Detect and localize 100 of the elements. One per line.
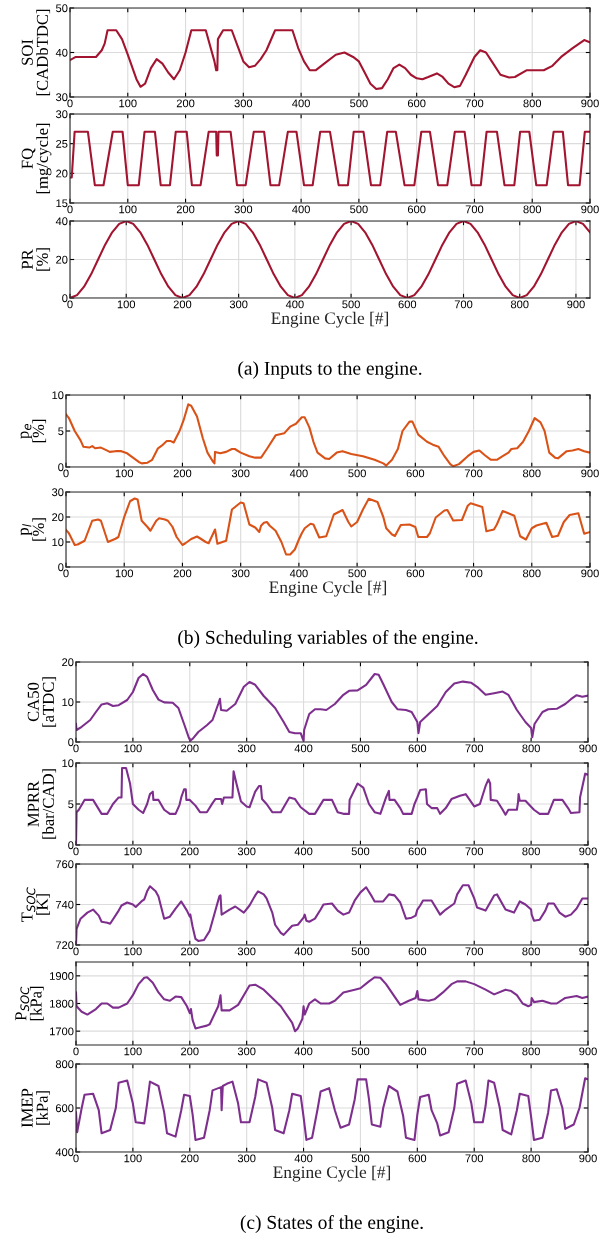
x-tick-label: 400 [294, 1047, 313, 1056]
x-tick-label: 300 [234, 99, 253, 108]
x-axis-title: Engine Cycle [#] [273, 1165, 391, 1182]
x-axis-title: Engine Cycle [#] [271, 311, 389, 328]
x-tick-label: 200 [181, 947, 199, 956]
x-tick-label: 300 [234, 205, 253, 214]
y-axis-title: P$_{SOC}$ [kPa] [15, 986, 44, 1021]
x-tick-label: 700 [464, 569, 483, 578]
y-tick-label: 40 [55, 48, 68, 57]
x-tick-label: 800 [522, 1047, 540, 1056]
x-tick-label: 100 [124, 744, 142, 753]
y-tick-label: 0 [68, 841, 74, 850]
line-series [66, 497, 590, 556]
x-tick-label: 100 [124, 847, 142, 856]
x-tick-label: 500 [351, 1154, 370, 1163]
y-tick-label: 760 [55, 860, 74, 869]
x-tick-label: 500 [348, 469, 366, 478]
x-tick-label: 800 [522, 1154, 540, 1163]
y-tick-label: 10 [52, 538, 64, 547]
y-tick-label: 0 [58, 563, 64, 572]
line-series [70, 29, 590, 91]
x-tick-label: 600 [408, 847, 427, 856]
x-tick-label: 700 [465, 1154, 484, 1163]
x-tick-label: 100 [119, 99, 137, 108]
y-tick-label: 20 [56, 169, 68, 178]
x-tick-label: 700 [465, 947, 484, 956]
y-tick-label: 20 [56, 255, 68, 264]
x-tick-label: 200 [181, 744, 199, 753]
y-tick-label: 40 [55, 217, 68, 226]
y-axis-title: FQ [mg/cycle] [21, 123, 52, 194]
x-tick-label: 300 [237, 1047, 256, 1056]
x-tick-label: 100 [115, 469, 134, 478]
x-tick-label: 800 [523, 99, 542, 108]
x-tick-label: 700 [465, 744, 484, 753]
y-tick-label: 740 [55, 900, 74, 909]
line-series [76, 1077, 588, 1141]
y-tick-label: 25 [56, 139, 68, 148]
x-tick-label: 500 [351, 1047, 370, 1056]
x-tick-label: 300 [231, 469, 250, 478]
x-tick-label: 200 [176, 205, 195, 214]
x-tick-label: 600 [408, 1047, 427, 1056]
x-tick-label: 800 [522, 847, 540, 856]
x-tick-label: 900 [581, 569, 599, 578]
x-tick-label: 500 [351, 744, 370, 753]
y-tick-label: 5 [68, 800, 74, 809]
x-tick-label: 600 [398, 300, 417, 309]
x-tick-label: 200 [181, 847, 199, 856]
x-tick-label: 700 [465, 847, 484, 856]
x-tick-label: 400 [289, 569, 308, 578]
y-tick-label: 10 [62, 698, 74, 707]
y-axis-title: MPRR [bar/CAD] [27, 769, 57, 839]
y-axis-title: IMEP [kPa] [21, 1088, 50, 1128]
x-tick-label: 300 [237, 947, 256, 956]
y-tick-label: 0 [68, 738, 74, 747]
x-tick-label: 400 [294, 744, 313, 753]
x-tick-label: 700 [464, 469, 483, 478]
x-tick-label: 100 [115, 569, 134, 578]
y-tick-label: 10 [62, 759, 74, 768]
y-axis-title: T$_{SOC}$ [K] [21, 887, 50, 923]
x-tick-label: 400 [285, 300, 304, 309]
x-tick-label: 600 [406, 569, 425, 578]
x-tick-label: 900 [579, 1047, 597, 1056]
x-tick-label: 400 [292, 205, 310, 214]
x-tick-label: 400 [292, 99, 310, 108]
x-tick-label: 900 [581, 99, 599, 108]
y-axis-title: CA50 [aTDC] [27, 677, 57, 727]
x-tick-label: 900 [579, 1154, 597, 1163]
x-tick-label: 500 [350, 205, 368, 214]
x-tick-label: 500 [350, 99, 368, 108]
x-tick-label: 700 [454, 300, 473, 309]
text: (c) States of the engine. [240, 1215, 423, 1233]
x-tick-label: 200 [181, 1047, 199, 1056]
line-series [76, 976, 588, 1033]
x-tick-label: 200 [173, 569, 192, 578]
x-tick-label: 300 [231, 569, 250, 578]
x-tick-label: 300 [237, 1154, 256, 1163]
x-tick-label: 500 [351, 947, 370, 956]
x-tick-label: 700 [465, 99, 484, 108]
x-tick-label: 600 [407, 99, 426, 108]
y-tick-label: 600 [55, 1104, 74, 1113]
y-tick-label: 20 [52, 513, 64, 522]
y-tick-label: 15 [56, 199, 68, 208]
x-tick-label: 100 [124, 1047, 142, 1056]
x-tick-label: 200 [173, 300, 192, 309]
text: (b) Scheduling variables of the engine. [178, 630, 478, 648]
x-tick-label: 100 [124, 947, 142, 956]
x-tick-label: 900 [581, 469, 599, 478]
x-tick-label: 900 [567, 300, 585, 309]
x-tick-label: 800 [510, 300, 529, 309]
text: (a) Inputs to the engine. [238, 361, 422, 379]
y-tick-label: 10 [52, 391, 64, 400]
x-tick-label: 600 [408, 1154, 427, 1163]
x-tick-label: 700 [465, 205, 484, 214]
x-tick-label: 200 [181, 1154, 199, 1163]
x-axis-title: Engine Cycle [#] [269, 580, 387, 597]
x-tick-label: 700 [465, 1047, 484, 1056]
y-tick-label: 30 [55, 93, 68, 102]
x-tick-label: 300 [229, 300, 248, 309]
y-tick-label: 720 [55, 941, 74, 950]
x-tick-label: 400 [294, 847, 313, 856]
